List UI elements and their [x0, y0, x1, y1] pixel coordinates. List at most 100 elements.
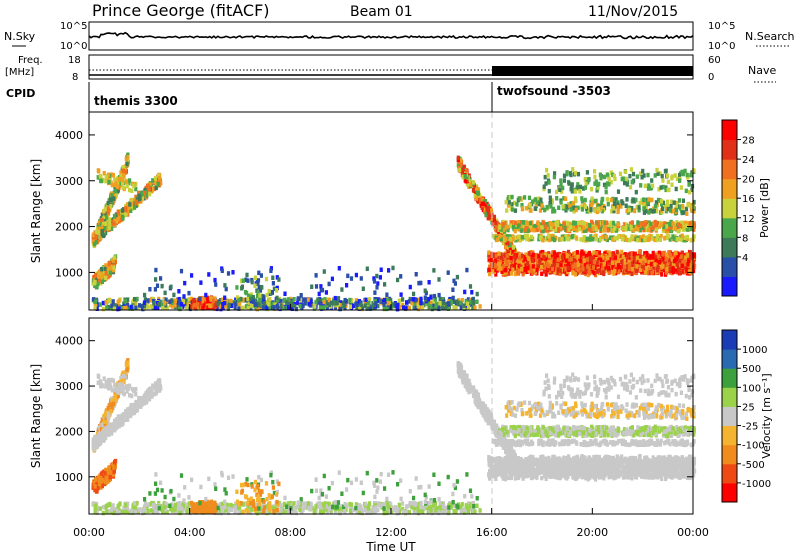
power-cell — [168, 302, 173, 308]
power-cell — [577, 267, 581, 272]
power-colorbar-tick-2: 20 — [742, 175, 755, 186]
power-cell — [589, 228, 593, 233]
power-cell — [583, 197, 587, 203]
power-cell — [654, 200, 658, 205]
power-cell — [154, 277, 158, 282]
power-cell — [667, 257, 672, 263]
power-cell — [673, 226, 677, 231]
power-cell — [685, 234, 689, 240]
power-cell — [647, 197, 651, 202]
power-cell — [596, 220, 600, 225]
power-cell — [582, 255, 586, 261]
power-cell — [150, 188, 154, 194]
power-cell — [108, 298, 112, 304]
power-cell — [651, 250, 655, 256]
power-cell — [593, 181, 597, 186]
power-cell — [529, 234, 534, 240]
power-cell — [262, 301, 267, 306]
power-cell — [107, 179, 111, 185]
power-cell — [249, 303, 254, 308]
power-cell — [449, 298, 454, 304]
power-cell — [244, 277, 248, 283]
power-cell — [494, 220, 498, 226]
power-cell — [582, 186, 586, 191]
power-cell — [599, 175, 603, 181]
power-cell — [596, 206, 601, 212]
power-cell — [506, 203, 511, 208]
power-cell — [624, 227, 628, 232]
power-cell — [548, 195, 552, 200]
power-cell — [192, 303, 196, 308]
power-cell — [108, 220, 112, 225]
power-cell — [647, 270, 651, 276]
power-cell — [140, 304, 144, 309]
power-cell — [688, 189, 692, 195]
power-cell — [585, 209, 589, 214]
power-cell — [601, 253, 605, 258]
power-colorbar-band — [722, 139, 737, 160]
power-cell — [475, 299, 479, 304]
power-cell — [99, 175, 103, 180]
power-cell — [607, 222, 611, 228]
power-cell — [527, 268, 531, 273]
power-cell — [517, 196, 521, 201]
power-cell — [283, 305, 287, 310]
power-cell — [660, 206, 665, 211]
power-cell — [240, 286, 244, 291]
power-cell — [655, 268, 659, 273]
velocity-cell — [100, 417, 104, 423]
power-cell — [333, 295, 337, 301]
power-cell — [681, 237, 685, 243]
power-cell — [632, 255, 636, 260]
power-cell — [579, 258, 583, 264]
power-cell — [110, 172, 114, 177]
power-cell — [541, 220, 546, 225]
power-cell — [163, 290, 167, 296]
power-cell — [203, 303, 207, 308]
power-cell — [670, 209, 674, 214]
power-cell — [361, 286, 365, 291]
power-cell — [524, 252, 528, 257]
power-cell — [639, 183, 643, 188]
power-cell — [571, 167, 575, 172]
power-cell — [461, 174, 465, 180]
power-cell — [671, 267, 675, 272]
power-cell — [564, 258, 568, 263]
power-cell — [114, 218, 118, 224]
power-cell — [534, 263, 538, 268]
power-cell — [482, 199, 486, 204]
power-cell — [507, 271, 511, 276]
power-cell — [518, 252, 522, 257]
power-cell — [506, 227, 510, 232]
power-cell — [663, 263, 668, 269]
power-cell — [692, 234, 696, 239]
power-cell — [314, 300, 318, 305]
power-cell — [249, 296, 253, 302]
power-cell — [404, 306, 408, 311]
power-colorbar-tick-3: 16 — [742, 194, 755, 205]
power-cell — [572, 254, 576, 259]
power-cell — [239, 296, 243, 302]
power-cell — [570, 234, 574, 240]
power-cell — [283, 291, 287, 296]
power-cell — [338, 306, 342, 312]
power-cell — [689, 226, 693, 232]
power-cell — [550, 198, 554, 203]
power-cell — [104, 174, 108, 180]
power-cell — [535, 267, 539, 273]
power-cell — [544, 252, 548, 257]
power-cell — [498, 225, 502, 230]
power-cell — [256, 293, 260, 299]
power-cell — [501, 240, 505, 246]
power-cell — [604, 259, 608, 264]
date-label: 11/Nov/2015 — [588, 4, 678, 20]
power-cell — [644, 266, 649, 271]
power-cell — [521, 222, 525, 227]
power-cell — [478, 304, 482, 309]
power-cell — [395, 303, 399, 309]
power-cell — [687, 203, 691, 208]
power-cell — [592, 234, 597, 240]
power-cell — [494, 267, 498, 273]
power-cell — [562, 196, 566, 201]
power-cell — [264, 276, 269, 282]
